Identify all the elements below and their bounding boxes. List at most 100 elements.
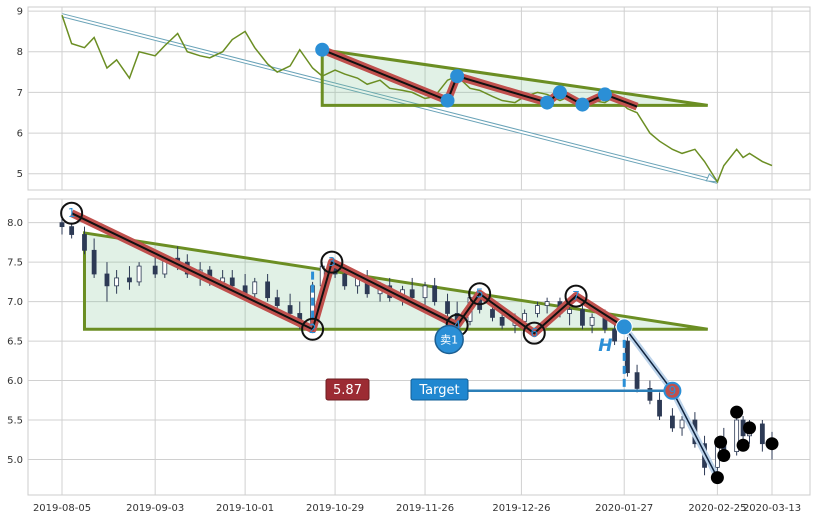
y-tick-label: 9	[17, 7, 23, 18]
x-tick-label: 2019-10-29	[306, 503, 364, 514]
y-tick-label: 7.0	[7, 297, 23, 308]
black-dot	[710, 471, 724, 485]
pattern-point-marker	[60, 201, 84, 225]
candle-body	[342, 273, 348, 287]
pattern-point-label: 9	[669, 384, 677, 398]
pattern-point-marker	[522, 321, 546, 345]
candle-body	[647, 388, 653, 401]
peak-dot	[540, 95, 555, 110]
candle-body	[274, 297, 280, 306]
peak-dot	[315, 42, 330, 57]
pattern-point-marker	[564, 284, 588, 308]
x-tick-label: 2020-01-27	[595, 503, 653, 514]
black-dot	[714, 435, 728, 449]
black-dot	[717, 449, 731, 463]
x-tick-label: 2019-08-05	[33, 503, 91, 514]
pattern-point-label: 1	[68, 206, 76, 220]
pattern-point-label: 5	[476, 287, 484, 301]
sell-marker	[434, 324, 464, 355]
candle-body	[265, 281, 271, 299]
x-tick-label: 2020-03-13	[743, 503, 801, 514]
candle-body	[287, 305, 293, 314]
candle-body	[422, 285, 428, 299]
y-tick-label: 6.0	[7, 376, 23, 387]
sell-marker-label: 卖1	[440, 334, 458, 347]
candle-body	[127, 277, 132, 283]
candle-body	[82, 234, 87, 251]
candle-body	[670, 415, 675, 429]
candle-body	[679, 419, 685, 429]
target-label: Target	[418, 383, 459, 398]
candle-body	[522, 313, 528, 322]
peak-dot	[450, 69, 465, 84]
candle-body	[104, 273, 110, 287]
pattern-point-label: 2	[309, 322, 317, 336]
candle-body	[432, 285, 438, 303]
y-tick-label: 6	[17, 129, 23, 140]
price-line	[61, 14, 773, 184]
peak-dot	[597, 87, 612, 102]
candle-body	[229, 277, 235, 287]
candle-body	[612, 328, 617, 342]
candle-body	[91, 249, 97, 275]
candle-body	[589, 316, 595, 326]
candle-body	[69, 226, 75, 235]
black-dot	[743, 421, 757, 435]
black-dot	[736, 438, 750, 452]
candle-body	[567, 309, 573, 314]
candle-body	[152, 265, 158, 275]
candle-body	[535, 305, 540, 314]
y-tick-label: 8	[17, 47, 23, 58]
triangle-pattern	[82, 231, 708, 331]
x-tick-label: 2019-10-01	[216, 503, 274, 514]
pattern-zigzag-inner	[71, 212, 625, 335]
pattern-point-label: 4	[453, 318, 461, 332]
candle-body	[499, 316, 505, 326]
peak-dot	[552, 85, 567, 100]
candle-body	[634, 372, 640, 389]
x-tick-label: 2019-11-26	[396, 503, 454, 514]
y-tick-label: 6.5	[7, 337, 23, 348]
candle-body	[445, 301, 450, 314]
y-tick-label: 7.5	[7, 258, 23, 269]
target-value-label: 5.87	[333, 383, 362, 398]
candle-body	[625, 340, 630, 374]
candle-body	[136, 265, 142, 283]
target-box	[410, 378, 469, 401]
target-value-box	[325, 378, 370, 401]
candle-body	[59, 222, 65, 228]
y-tick-label: 5.0	[7, 455, 23, 466]
trend-arrow-head	[705, 172, 719, 183]
candle-body	[580, 309, 585, 326]
pattern-point-marker	[615, 318, 633, 336]
y-tick-label: 5.5	[7, 416, 23, 427]
candle-body	[252, 281, 258, 295]
height-marker-label: H	[598, 336, 612, 356]
trend-arrow-inner	[61, 14, 718, 183]
pattern-point-marker	[301, 317, 325, 341]
pattern-point-label: 3	[328, 255, 336, 269]
pattern-point-label: 8	[620, 320, 628, 334]
black-dot	[730, 405, 744, 419]
pattern-point-marker	[468, 282, 492, 306]
candle-body	[409, 289, 415, 299]
y-tick-label: 5	[17, 169, 23, 180]
candle-body	[734, 419, 740, 452]
pattern-point-label: 6	[530, 326, 538, 340]
x-tick-label: 2020-02-25	[688, 503, 746, 514]
plot-area-top	[27, 6, 811, 191]
x-tick-label: 2019-09-03	[126, 503, 184, 514]
candle-body	[657, 399, 662, 417]
pattern-point-label: 7	[572, 289, 580, 303]
pattern-point-marker	[663, 381, 682, 400]
x-tick-label: 2019-12-26	[492, 503, 550, 514]
plot-area-bottom	[27, 198, 811, 496]
pattern-point-marker	[320, 250, 344, 274]
y-tick-label: 8.0	[7, 218, 23, 229]
y-tick-label: 7	[17, 88, 23, 99]
candle-body	[759, 423, 765, 445]
candle-body	[544, 301, 550, 306]
peak-dot	[440, 93, 455, 108]
black-dot	[765, 437, 779, 451]
